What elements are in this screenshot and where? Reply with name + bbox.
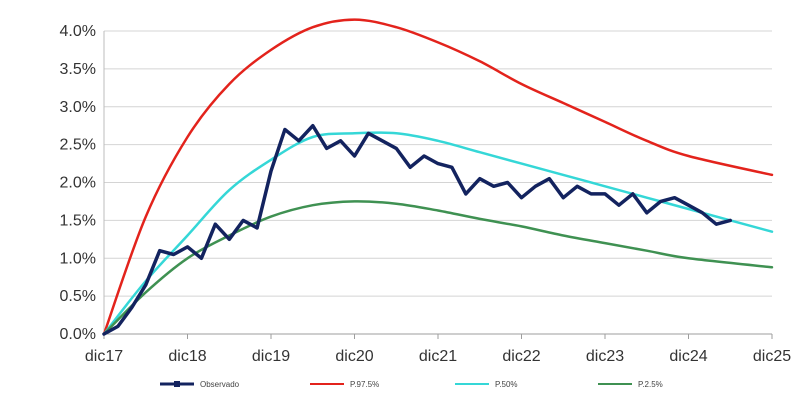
legend: Observado P.97.5% P.50% P.2.5% <box>160 380 663 389</box>
x-tick-label: dic17 <box>85 348 123 365</box>
x-tick-label: dic22 <box>502 348 540 365</box>
series-line-0 <box>102 123 733 336</box>
x-tick-label: dic19 <box>252 348 290 365</box>
y-tick-label: 2.0% <box>60 175 96 192</box>
y-axis: 0.0% 0.5% 1.0% 1.5% 2.0% 2.5% 3.0% 3.5% 4.0% <box>60 23 105 343</box>
x-tick-label: dic20 <box>335 348 373 365</box>
y-tick-label: 0.5% <box>60 288 96 305</box>
series-layer <box>102 18 774 336</box>
legend-label: P.97.5% <box>350 380 379 389</box>
x-tick-label: dic18 <box>168 348 206 365</box>
legend-label: Observado <box>200 380 240 389</box>
y-tick-label: 4.0% <box>60 23 96 40</box>
legend-marker <box>174 381 180 387</box>
x-tick-label: dic25 <box>753 348 791 365</box>
grid <box>104 30 772 335</box>
legend-label: P.2.5% <box>638 380 663 389</box>
series-line-3 <box>102 200 774 336</box>
x-tick-label: dic24 <box>669 348 707 365</box>
y-tick-label: 2.5% <box>60 137 96 154</box>
x-axis: dic17 dic18 dic19 dic20 dic21 dic22 dic23 dic24… <box>85 333 791 365</box>
series-line-1 <box>102 18 774 336</box>
y-tick-label: 3.0% <box>60 99 96 116</box>
y-tick-label: 0.0% <box>60 326 96 343</box>
legend-label: P.50% <box>495 380 518 389</box>
x-tick-label: dic23 <box>586 348 624 365</box>
y-tick-label: 3.5% <box>60 61 96 78</box>
y-tick-label: 1.5% <box>60 212 96 229</box>
y-tick-label: 1.0% <box>60 250 96 267</box>
x-tick-label: dic21 <box>419 348 457 365</box>
